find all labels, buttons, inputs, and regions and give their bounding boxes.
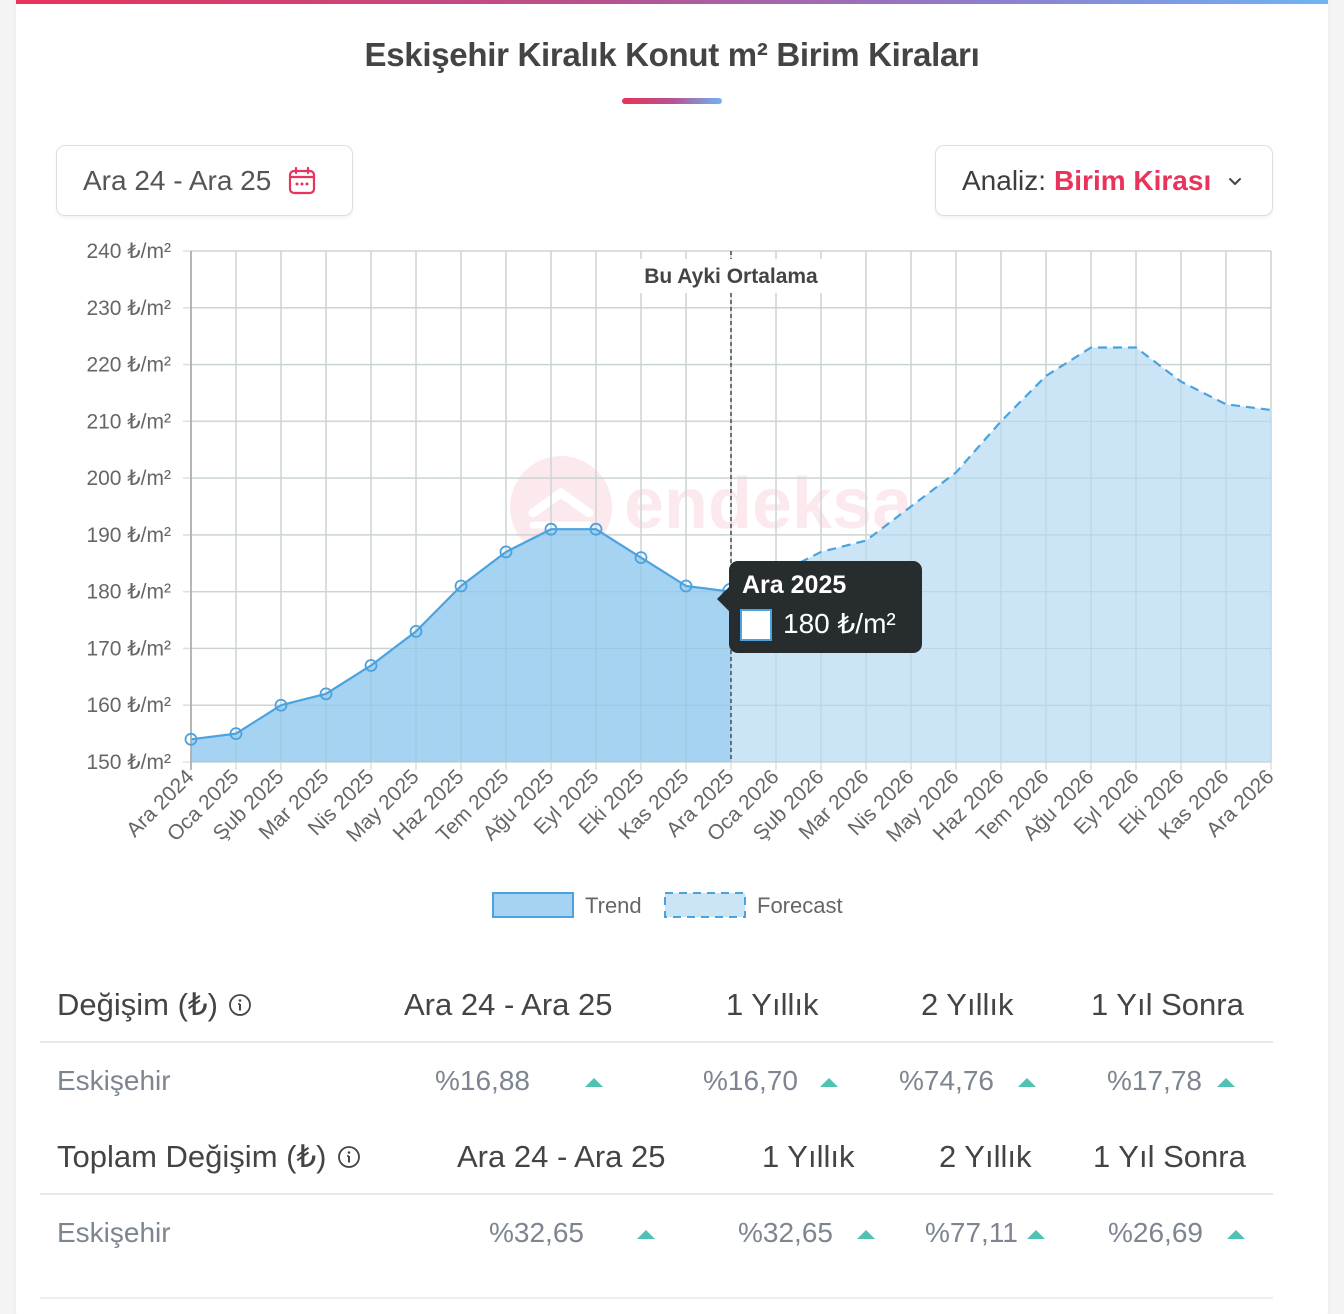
total-change-table-title: Toplam Değişim (₺)	[57, 1139, 327, 1174]
up-arrow-icon	[1217, 1078, 1235, 1087]
up-arrow-icon	[585, 1078, 603, 1087]
row-value: %32,65	[738, 1217, 833, 1248]
data-point[interactable]	[409, 625, 423, 638]
legend-item-trend[interactable]: Trend	[492, 892, 642, 918]
row-value: %32,65	[489, 1217, 584, 1248]
legend-item-forecast[interactable]: Forecast	[664, 892, 843, 918]
column-header: 1 Yıl Sonra	[1093, 1139, 1246, 1174]
column-header: 1 Yıllık	[726, 987, 819, 1022]
data-point[interactable]	[544, 522, 558, 536]
analysis-value: Birim Kirası	[1054, 164, 1212, 196]
tooltip-swatch	[740, 609, 772, 641]
column-header: Ara 24 - Ara 25	[404, 987, 613, 1022]
total-change-table-title-cell: Toplam Değişim (₺)	[57, 1139, 361, 1175]
svg-text:Forecast: Forecast	[757, 893, 843, 918]
column-header: Ara 24 - Ara 25	[457, 1139, 666, 1174]
row-value: %26,69	[1108, 1217, 1203, 1248]
y-tick-label: 150 ₺/m²	[86, 751, 171, 774]
tooltip-value: 180 ₺/m²	[783, 608, 896, 639]
svg-text:Trend: Trend	[585, 893, 642, 918]
date-range-picker[interactable]: Ara 24 - Ara 25	[56, 145, 353, 216]
row-value: %16,88	[435, 1065, 530, 1096]
change-table-header: Değişim (₺) Ara 24 - Ara 25 1 Yıllık 2 Y…	[40, 967, 1273, 1043]
gradient-top-bar	[16, 0, 1328, 4]
forecast-line	[730, 346, 1272, 593]
info-icon[interactable]	[228, 993, 252, 1017]
row-value: %17,78	[1107, 1065, 1202, 1096]
y-tick-label: 180 ₺/m²	[86, 581, 171, 604]
total-change-table: Toplam Değişim (₺) Ara 24 - Ara 25 1 Yıl…	[40, 1119, 1273, 1271]
trend-line	[190, 528, 732, 741]
up-arrow-icon	[1018, 1078, 1036, 1087]
analysis-dropdown[interactable]: Analiz: Birim Kirası	[935, 145, 1273, 216]
calendar-icon	[289, 166, 316, 194]
data-point[interactable]	[454, 579, 468, 593]
row-value: %74,76	[899, 1065, 994, 1096]
up-arrow-icon	[820, 1078, 838, 1087]
date-range-label: Ara 24 - Ara 25	[83, 164, 272, 196]
chart-tooltip: Ara 2025 180 ₺/m²	[717, 561, 922, 653]
data-point[interactable]	[274, 698, 288, 712]
column-header: 2 Yıllık	[921, 987, 1014, 1022]
change-table-title: Değişim (₺)	[57, 987, 218, 1022]
y-tick-label: 200 ₺/m²	[86, 467, 171, 490]
title-underline	[622, 98, 722, 104]
tooltip-title: Ara 2025	[742, 571, 847, 599]
data-point[interactable]	[589, 522, 603, 536]
divider	[40, 1297, 1273, 1299]
up-arrow-icon	[637, 1230, 655, 1239]
data-point[interactable]	[499, 545, 513, 559]
chevron-down-icon	[1229, 177, 1242, 185]
change-table-title-cell: Değişim (₺)	[57, 987, 252, 1023]
line-chart: endeksa Bu Ayki Ortalama 150 ₺/m² 160 ₺/m² 1…	[86, 240, 1279, 918]
page-title: Eskişehir Kiralık Konut m² Birim Kiralar…	[364, 36, 980, 73]
y-tick-label: 210 ₺/m²	[86, 410, 171, 433]
current-month-label: Bu Ayki Ortalama	[644, 265, 818, 288]
data-point[interactable]	[364, 659, 378, 672]
analysis-label: Analiz:	[962, 164, 1047, 196]
info-icon[interactable]	[337, 1145, 361, 1169]
row-name: Eskişehir	[57, 1065, 171, 1096]
up-arrow-icon	[1227, 1230, 1245, 1239]
column-header: 1 Yıllık	[762, 1139, 855, 1174]
y-tick-label: 190 ₺/m²	[86, 524, 171, 547]
data-point[interactable]	[319, 687, 333, 701]
data-point[interactable]	[634, 551, 648, 564]
legend: Trend Forecast	[492, 892, 843, 918]
forecast-area	[731, 347, 1271, 762]
y-tick-label: 230 ₺/m²	[86, 297, 171, 320]
y-tick-label: 240 ₺/m²	[86, 240, 171, 263]
change-table: Değişim (₺) Ara 24 - Ara 25 1 Yıllık 2 Y…	[40, 967, 1273, 1119]
row-value: %77,11	[925, 1217, 1018, 1248]
column-header: 1 Yıl Sonra	[1091, 987, 1244, 1022]
up-arrow-icon	[1027, 1230, 1045, 1239]
row-value: %16,70	[703, 1065, 798, 1096]
column-header: 2 Yıllık	[939, 1139, 1032, 1174]
y-tick-label: 220 ₺/m²	[86, 354, 171, 377]
y-tick-label: 170 ₺/m²	[86, 637, 171, 660]
table-row: Eskişehir %16,88 %16,70 %74,76 %17,78	[40, 1043, 1273, 1119]
watermark-text: endeksa	[624, 464, 913, 544]
data-point[interactable]	[184, 732, 198, 746]
data-point[interactable]	[229, 727, 243, 741]
up-arrow-icon	[857, 1230, 875, 1239]
y-tick-label: 160 ₺/m²	[86, 694, 171, 717]
table-row: Eskişehir %32,65 %32,65 %77,11 %26,69	[40, 1195, 1273, 1271]
trend-area	[191, 529, 731, 762]
data-point[interactable]	[679, 579, 693, 593]
total-change-table-header: Toplam Değişim (₺) Ara 24 - Ara 25 1 Yıl…	[40, 1119, 1273, 1195]
row-name: Eskişehir	[57, 1217, 171, 1248]
